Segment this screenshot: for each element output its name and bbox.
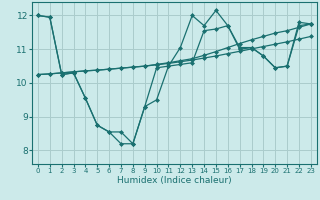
X-axis label: Humidex (Indice chaleur): Humidex (Indice chaleur): [117, 176, 232, 185]
